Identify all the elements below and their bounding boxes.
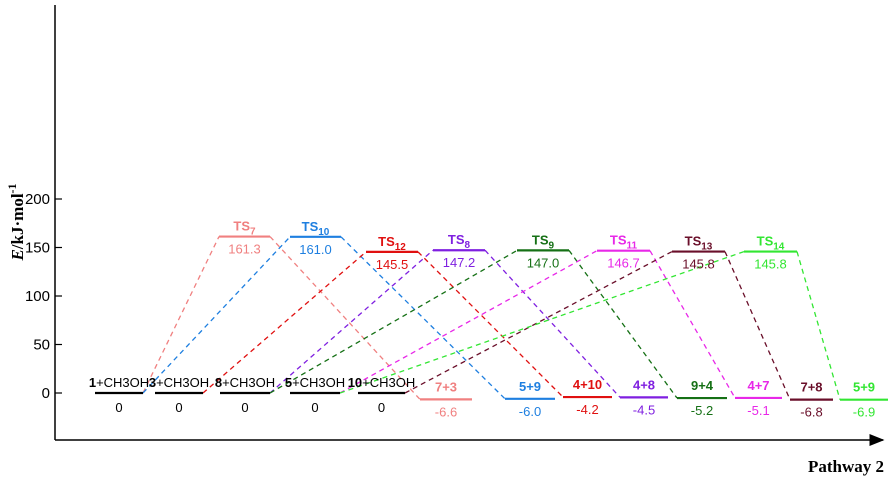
connector-ts12-rise bbox=[202, 251, 367, 394]
reactant-value-label: 0 bbox=[241, 400, 248, 415]
ts-label-ts8: TS8 bbox=[448, 232, 471, 251]
y-tick-label: 200 bbox=[25, 191, 50, 208]
ts-value-label-ts8: 147.2 bbox=[443, 255, 476, 270]
product-value-label-ts9: -5.2 bbox=[691, 403, 713, 418]
connector-ts8-rise bbox=[269, 249, 434, 394]
ts-label-ts9: TS9 bbox=[532, 232, 555, 251]
connector-ts7-fall bbox=[269, 236, 421, 400]
plot-area: 1+CH3OH 0 3+CH3OH 0 8+CH3OH 0 5+CH3OH 0 10+CH3OH… bbox=[89, 219, 888, 420]
reactant-value-label: 0 bbox=[378, 400, 385, 415]
ts-label-ts10: TS10 bbox=[302, 219, 330, 238]
reactant-label: 10+CH3OH bbox=[348, 375, 416, 390]
connector-ts9-rise bbox=[269, 249, 518, 394]
reactant-label: 5+CH3OH bbox=[285, 375, 345, 390]
y-tick-label: 0 bbox=[42, 385, 50, 402]
ts-label-ts13: TS13 bbox=[685, 234, 713, 253]
connector-ts13-rise bbox=[404, 250, 673, 394]
product-value-label-ts8: -4.5 bbox=[633, 402, 655, 417]
connector-ts14-fall bbox=[796, 251, 841, 400]
reactant-label: 3+CH3OH bbox=[149, 375, 209, 390]
ts-value-label-ts7: 161.3 bbox=[228, 242, 261, 257]
ts-value-label-ts9: 147.0 bbox=[527, 255, 560, 270]
connector-ts10-rise bbox=[142, 236, 291, 394]
product-label-ts13: 7+8 bbox=[800, 380, 822, 395]
ts-value-label-ts12: 145.5 bbox=[376, 257, 409, 272]
product-label-ts7: 7+3 bbox=[435, 379, 457, 394]
product-label-ts8: 4+8 bbox=[633, 377, 655, 392]
product-label-ts9: 9+4 bbox=[691, 378, 714, 393]
y-tick-label: 150 bbox=[25, 240, 50, 257]
connector-ts9-fall bbox=[568, 250, 678, 399]
connector-ts11-rise bbox=[339, 250, 598, 394]
connector-ts7-rise bbox=[142, 236, 220, 394]
y-axis-label: E/kJ·mol-1 bbox=[5, 183, 27, 261]
y-tick-label: 50 bbox=[33, 337, 50, 354]
product-value-label-ts10: -6.0 bbox=[519, 404, 541, 419]
product-label-ts11: 4+7 bbox=[747, 378, 769, 393]
product-value-label-ts7: -6.6 bbox=[435, 404, 457, 419]
ts-label-ts11: TS11 bbox=[610, 233, 638, 252]
x-axis-label: Pathway 2 bbox=[808, 457, 884, 476]
product-value-label-ts13: -6.8 bbox=[800, 405, 822, 420]
connector-ts8-fall bbox=[484, 249, 621, 398]
product-label-ts14: 5+9 bbox=[853, 380, 875, 395]
connector-ts11-fall bbox=[649, 250, 736, 399]
ts-label-ts12: TS12 bbox=[378, 234, 406, 253]
ts-label-ts14: TS14 bbox=[757, 234, 785, 253]
ts-value-label-ts13: 145.8 bbox=[682, 257, 715, 272]
connector-ts14-rise bbox=[339, 250, 745, 394]
product-value-label-ts12: -4.2 bbox=[576, 402, 598, 417]
connector-ts10-fall bbox=[340, 236, 506, 400]
reactant-value-label: 0 bbox=[175, 400, 182, 415]
ts-value-label-ts11: 146.7 bbox=[607, 256, 640, 271]
ts-value-label-ts10: 161.0 bbox=[299, 242, 332, 257]
reactant-label: 8+CH3OH bbox=[215, 375, 275, 390]
connector-ts12-fall bbox=[417, 251, 564, 398]
y-tick-label: 100 bbox=[25, 288, 50, 305]
product-label-ts12: 4+10 bbox=[573, 377, 602, 392]
reactant-value-label: 0 bbox=[115, 400, 122, 415]
ts-value-label-ts14: 145.8 bbox=[754, 257, 787, 272]
y-axis: 0 50 100 150 200 bbox=[25, 5, 62, 440]
product-label-ts10: 5+9 bbox=[519, 379, 541, 394]
reactant-label: 1+CH3OH bbox=[89, 375, 149, 390]
reactant-value-label: 0 bbox=[311, 400, 318, 415]
product-value-label-ts11: -5.1 bbox=[747, 403, 769, 418]
product-value-label-ts14: -6.9 bbox=[853, 405, 875, 420]
ts-label-ts7: TS7 bbox=[233, 219, 256, 238]
